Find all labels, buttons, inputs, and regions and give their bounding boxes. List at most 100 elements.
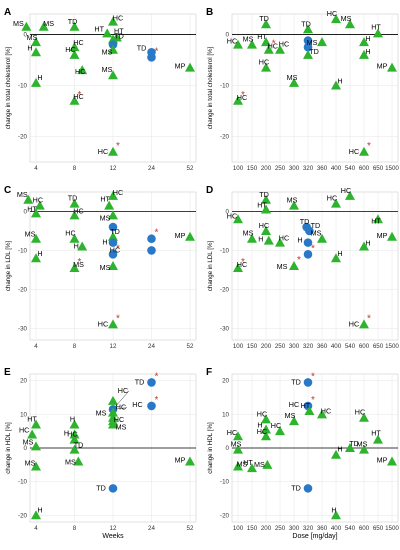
y-tick-label: -10 [18,479,28,486]
significance-star: * [78,90,82,101]
data-point-triangle [373,434,383,444]
data-point-triangle [23,194,34,204]
plot-area [231,13,399,163]
data-point-triangle [108,16,118,26]
point-label: HC [75,67,85,76]
point-label: HC [349,147,359,156]
x-tick-label: 4 [34,343,38,350]
significance-star: * [116,313,120,324]
point-label: H [258,235,263,244]
point-label: MP [175,231,186,240]
x-tick-label: 100 [233,525,244,532]
x-tick-label: 12 [110,343,117,350]
data-point-triangle [233,444,243,454]
significance-star: * [272,39,276,50]
data-point-circle [147,234,156,244]
point-label: H [37,249,42,258]
significance-star: * [78,257,82,268]
x-tick-label: 8 [73,525,77,532]
panel-b: B 0 -10 -20 100 150 200 250 300 320 360 400 540 600 65… [206,7,399,172]
data-point-triangle [261,37,271,47]
point-label: HT [371,22,381,31]
data-point-triangle [69,210,80,220]
point-label: TD [300,217,310,226]
data-point-triangle [289,200,299,210]
x-tick-label: 320 [303,343,314,350]
y-axis-label: change in HDL [%] [207,422,214,474]
data-point-triangle [359,412,369,422]
panel-letter: D [206,185,213,196]
point-label: MS [25,230,36,239]
point-label: HT [94,24,104,33]
data-point-triangle [77,241,88,251]
x-tick-label: 600 [359,165,370,172]
point-label: H [70,414,75,423]
x-tick-label: 1500 [385,165,399,172]
x-tick-label: 24 [148,165,155,172]
point-label: MP [377,455,388,464]
x-tick-label: 250 [275,525,286,532]
point-label: H [331,505,336,514]
point-label: TD [110,227,120,236]
y-axis-label: change in HDL [%] [5,422,12,474]
point-label: HC [118,386,128,395]
point-label: TD [349,439,359,448]
point-label: HC [33,196,43,205]
x-tick-label: 600 [359,525,370,532]
point-label: TD [301,19,311,28]
data-point-triangle [387,62,397,72]
y-tick-label: 20 [20,378,27,385]
y-tick-label: -20 [18,133,28,140]
data-point-circle [108,238,118,247]
x-tick-label: 250 [275,165,286,172]
data-point-triangle [359,146,369,156]
data-point-triangle [31,77,41,87]
data-point-circle [108,250,118,259]
point-label: HC [279,40,289,49]
data-point-triangle [387,456,397,466]
point-label: HC [65,229,75,238]
point-label: MS [100,213,111,222]
point-label: MS [231,440,242,449]
x-tick-label: 400 [331,525,342,532]
y-tick-label: 0 [226,208,230,215]
point-label: HC [237,260,247,269]
data-point-triangle [185,62,195,72]
x-tick-label: 150 [247,525,258,532]
y-tick-label: -20 [220,133,230,140]
point-label: HC [67,430,77,439]
data-point-triangle [289,416,299,426]
data-point-triangle [21,21,32,31]
point-label: MS [307,38,318,47]
x-tick-label: 600 [359,343,370,350]
point-label: TD [74,441,84,450]
point-label: HC [257,427,267,436]
point-label: MS [254,460,265,469]
y-tick-label: 0 [24,31,28,38]
data-point-triangle [108,44,118,54]
data-point-triangle [31,441,41,451]
x-tick-label: 200 [261,343,272,350]
significance-star: * [311,395,315,406]
data-point-triangle [331,80,341,90]
panel-letter: A [4,7,11,18]
point-label: H [27,43,32,52]
x-tick-label: 100 [233,165,244,172]
data-point-triangle [233,431,243,441]
data-point-triangle [275,237,285,247]
point-label: H [37,73,42,82]
data-point-circle [147,401,156,411]
x-tick-label: 540 [345,165,356,172]
data-point-triangle [69,444,80,454]
y-axis-label: change in LDL [%] [207,241,214,292]
point-label: MS [116,422,127,431]
y-tick-label: -30 [18,325,28,332]
point-label: MP [175,62,186,71]
point-label: MS [100,263,111,272]
point-label: MS [13,19,24,28]
data-point-triangle [373,28,383,38]
point-label: HT [371,429,381,438]
significance-star: * [367,141,371,152]
x-tick-label: 320 [303,165,314,172]
x-tick-label: 1500 [385,343,399,350]
